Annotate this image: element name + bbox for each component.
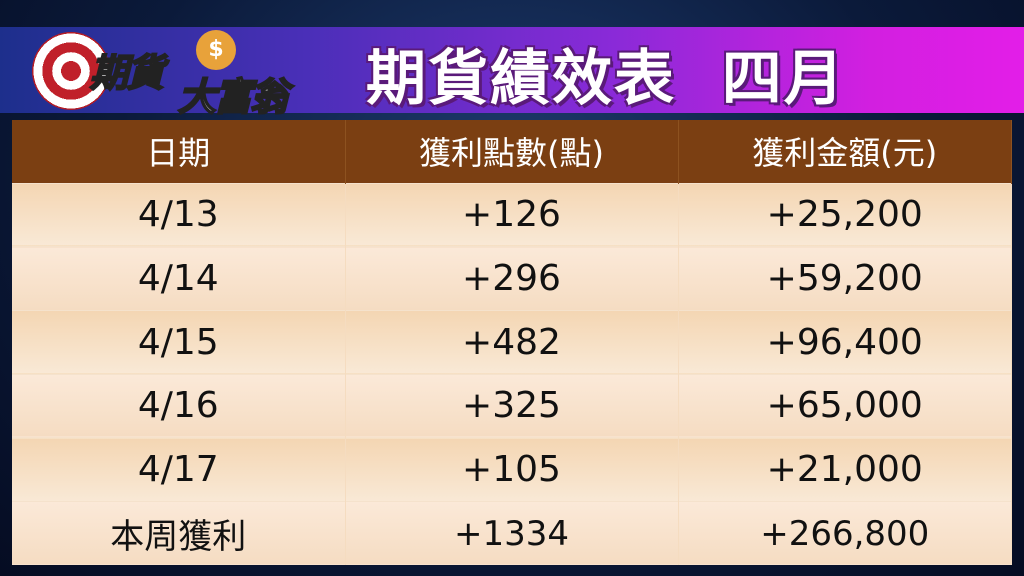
cell-points: +1334 xyxy=(345,500,679,566)
cell-amount: +21,000 xyxy=(678,437,1012,502)
cell-points: +325 xyxy=(345,373,679,438)
header-amount: 獲利金額(元) xyxy=(678,120,1012,183)
cell-amount: +65,000 xyxy=(678,373,1012,438)
cell-points: +296 xyxy=(345,246,679,311)
cell-date: 4/17 xyxy=(12,437,346,502)
cell-points: +482 xyxy=(345,309,679,375)
table-row: 4/13 +126 +25,200 xyxy=(12,182,1012,247)
logo: $ 期貨 大富翁 xyxy=(14,14,354,120)
table-row: 4/17 +105 +21,000 xyxy=(12,437,1012,502)
header-points: 獲利點數(點) xyxy=(345,120,679,183)
cell-points: +126 xyxy=(345,182,679,247)
coin-icon: $ xyxy=(196,30,236,70)
table-header: 日期 獲利點數(點) 獲利金額(元) xyxy=(12,120,1012,183)
cell-date: 4/15 xyxy=(12,309,346,375)
cell-date: 本周獲利 xyxy=(12,500,346,566)
cell-date: 4/13 xyxy=(12,182,346,247)
logo-text-2: 大富翁 xyxy=(177,74,289,120)
cell-amount: +266,800 xyxy=(678,500,1012,566)
table-row: 4/16 +325 +65,000 xyxy=(12,373,1012,438)
logo-text-1: 期貨 xyxy=(89,50,165,96)
target-icon xyxy=(32,32,110,110)
cell-amount: +59,200 xyxy=(678,246,1012,311)
cell-amount: +96,400 xyxy=(678,309,1012,375)
total-row: 本周獲利 +1334 +266,800 xyxy=(12,500,1012,566)
title-banner xyxy=(0,27,1024,113)
performance-table: 日期 獲利點數(點) 獲利金額(元) 4/13 +126 +25,200 4/14 +2… xyxy=(12,120,1012,566)
cell-date: 4/16 xyxy=(12,373,346,438)
table-row: 4/15 +482 +96,400 xyxy=(12,309,1012,375)
cell-date: 4/14 xyxy=(12,246,346,311)
cell-points: +105 xyxy=(345,437,679,502)
page-title: 期貨績效表 四月 xyxy=(366,44,846,114)
header-date: 日期 xyxy=(12,120,346,183)
cell-amount: +25,200 xyxy=(678,182,1012,247)
table-row: 4/14 +296 +59,200 xyxy=(12,246,1012,311)
